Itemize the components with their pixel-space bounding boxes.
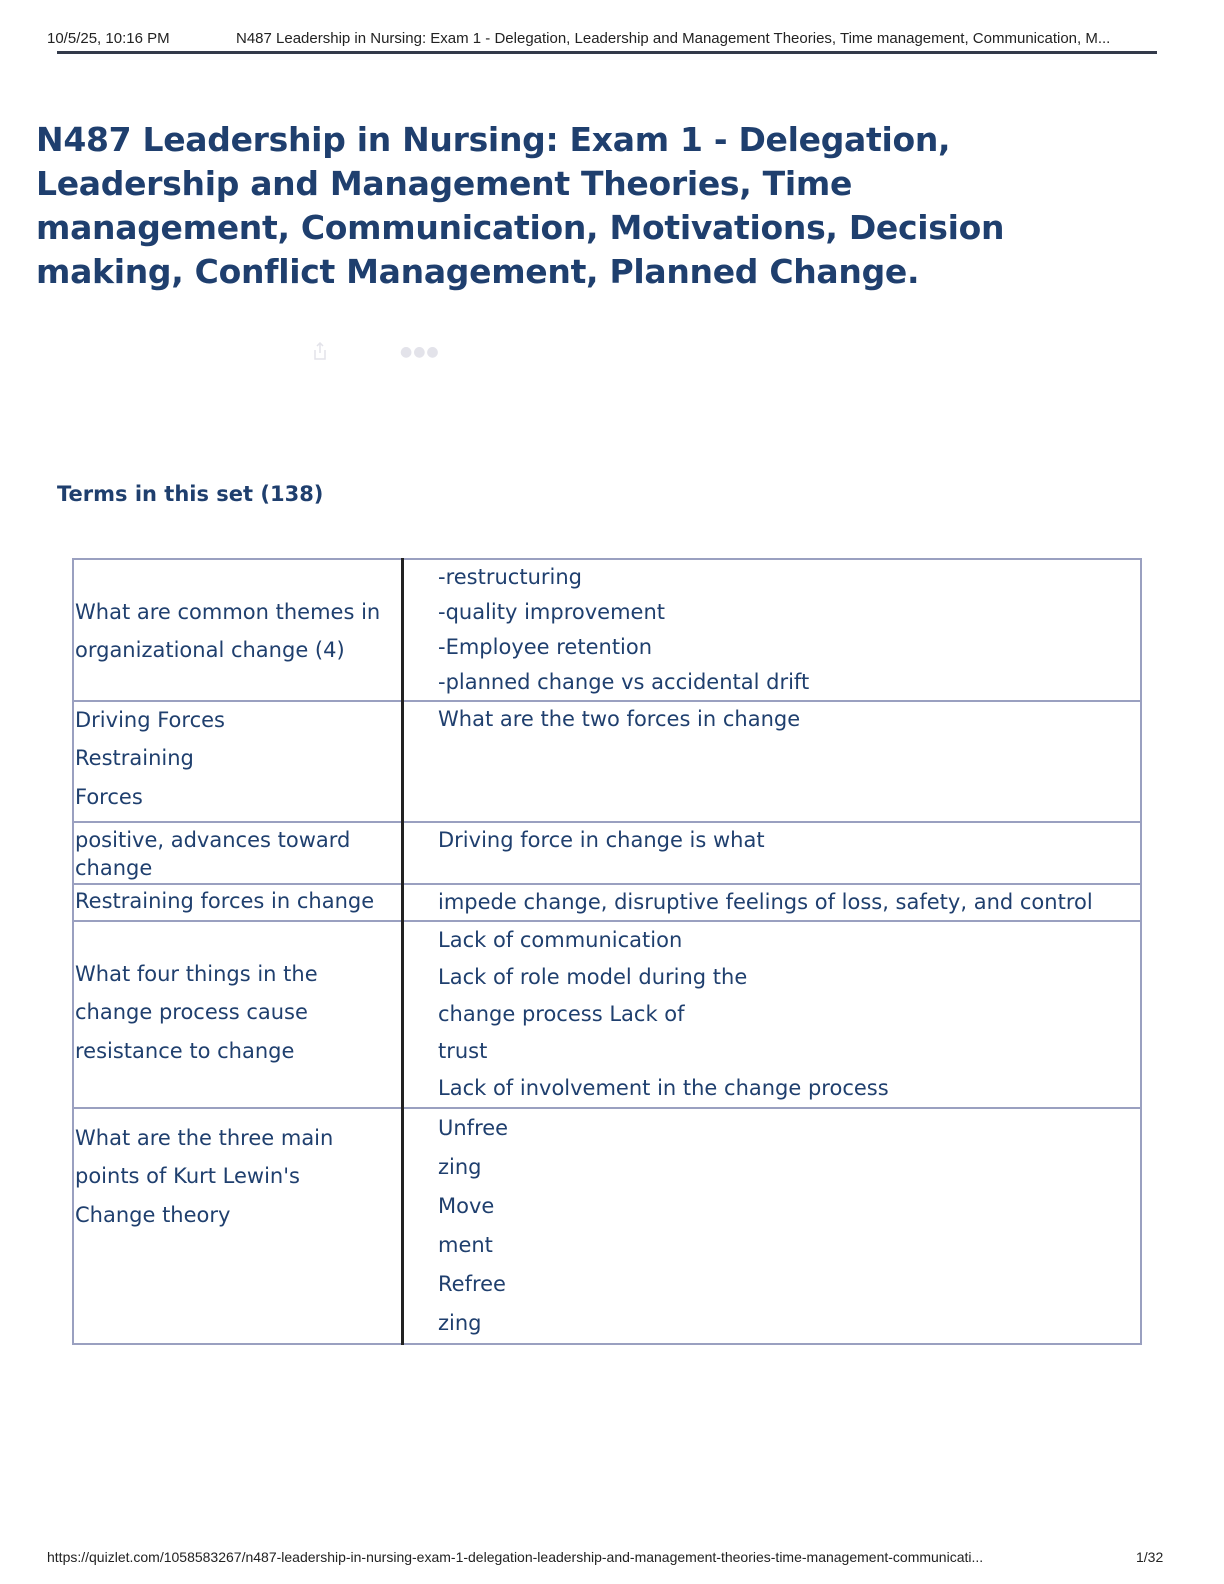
definition-line: -Employee retention [438,635,653,659]
definition-line: change process Lack of [438,1002,685,1026]
term-line: change [75,856,153,880]
definition-line: -planned change vs accidental drift [438,670,810,694]
term-line: Change theory [75,1203,231,1227]
term-line: organizational change (4) [75,638,345,662]
term-cell: Driving Forces Restraining Forces [72,700,404,823]
definition-line: impede change, disruptive feelings of lo… [438,890,1093,914]
term-line: positive, advances toward [75,828,351,852]
definition-cell: Unfree zing Move ment Refree zing [401,1107,1142,1345]
term-line: Forces [75,785,143,809]
term-cell: What four things in the change process ca… [72,920,404,1109]
term-cell: What are the three main points of Kurt Le… [72,1107,404,1345]
definition-cell: impede change, disruptive feelings of lo… [401,883,1142,922]
definition-line: Driving force in change is what [438,828,765,852]
table-row: What four things in the change process ca… [72,920,1142,1109]
table-row: positive, advances toward change Driving f… [72,821,1142,885]
definition-line: Refree [438,1272,506,1296]
table-row: What are common themes in organizational … [72,558,1142,702]
print-url: https://quizlet.com/1058583267/n487-lead… [47,1549,984,1565]
definition-cell: Lack of communication Lack of role model … [401,920,1142,1109]
definition-line: Move [438,1194,495,1218]
definition-line: -restructuring [438,565,582,589]
definition-cell: What are the two forces in change [401,700,1142,823]
term-line: What are common themes in [75,600,381,624]
definition-line: Unfree [438,1116,509,1140]
print-title: N487 Leadership in Nursing: Exam 1 - Del… [236,30,1111,47]
term-cell: What are common themes in organizational … [72,558,404,702]
share-icon[interactable] [312,342,328,360]
definition-line: zing [438,1155,482,1179]
term-line: Driving Forces [75,708,225,732]
page-number: 1/32 [1136,1549,1164,1565]
term-cell: positive, advances toward change [72,821,404,885]
page-title: N487 Leadership in Nursing: Exam 1 - Del… [36,120,1005,291]
definition-line: Lack of role model during the [438,965,748,989]
definition-cell: Driving force in change is what [401,821,1142,885]
table-row: Driving Forces Restraining Forces What are … [72,700,1142,823]
terms-heading: Terms in this set (138) [57,482,324,506]
definition-line: Lack of involvement in the change proces… [438,1076,889,1100]
definition-cell: -restructuring -quality improvement -Emplo… [401,558,1142,702]
term-line: Restraining [75,746,194,770]
definition-line: -quality improvement [438,600,666,624]
definition-line: ment [438,1233,493,1257]
term-line: What four things in the [75,962,318,986]
definition-line: trust [438,1039,488,1063]
term-line: What are the three main [75,1126,334,1150]
header-divider [57,51,1157,54]
term-line: change process cause [75,1000,308,1024]
term-line: Restraining forces in change [75,889,375,913]
term-cell: Restraining forces in change [72,883,404,922]
more-icon[interactable]: ●●● [400,344,440,360]
terms-table: What are common themes in organizational … [72,558,1142,1345]
definition-line: What are the two forces in change [438,707,801,731]
term-line: points of Kurt Lewin's [75,1164,300,1188]
table-row: Restraining forces in change impede chang… [72,883,1142,922]
table-row: What are the three main points of Kurt Le… [72,1107,1142,1345]
print-datetime: 10/5/25, 10:16 PM [47,30,170,47]
term-line: resistance to change [75,1039,295,1063]
definition-line: Lack of communication [438,928,683,952]
definition-line: zing [438,1311,482,1335]
